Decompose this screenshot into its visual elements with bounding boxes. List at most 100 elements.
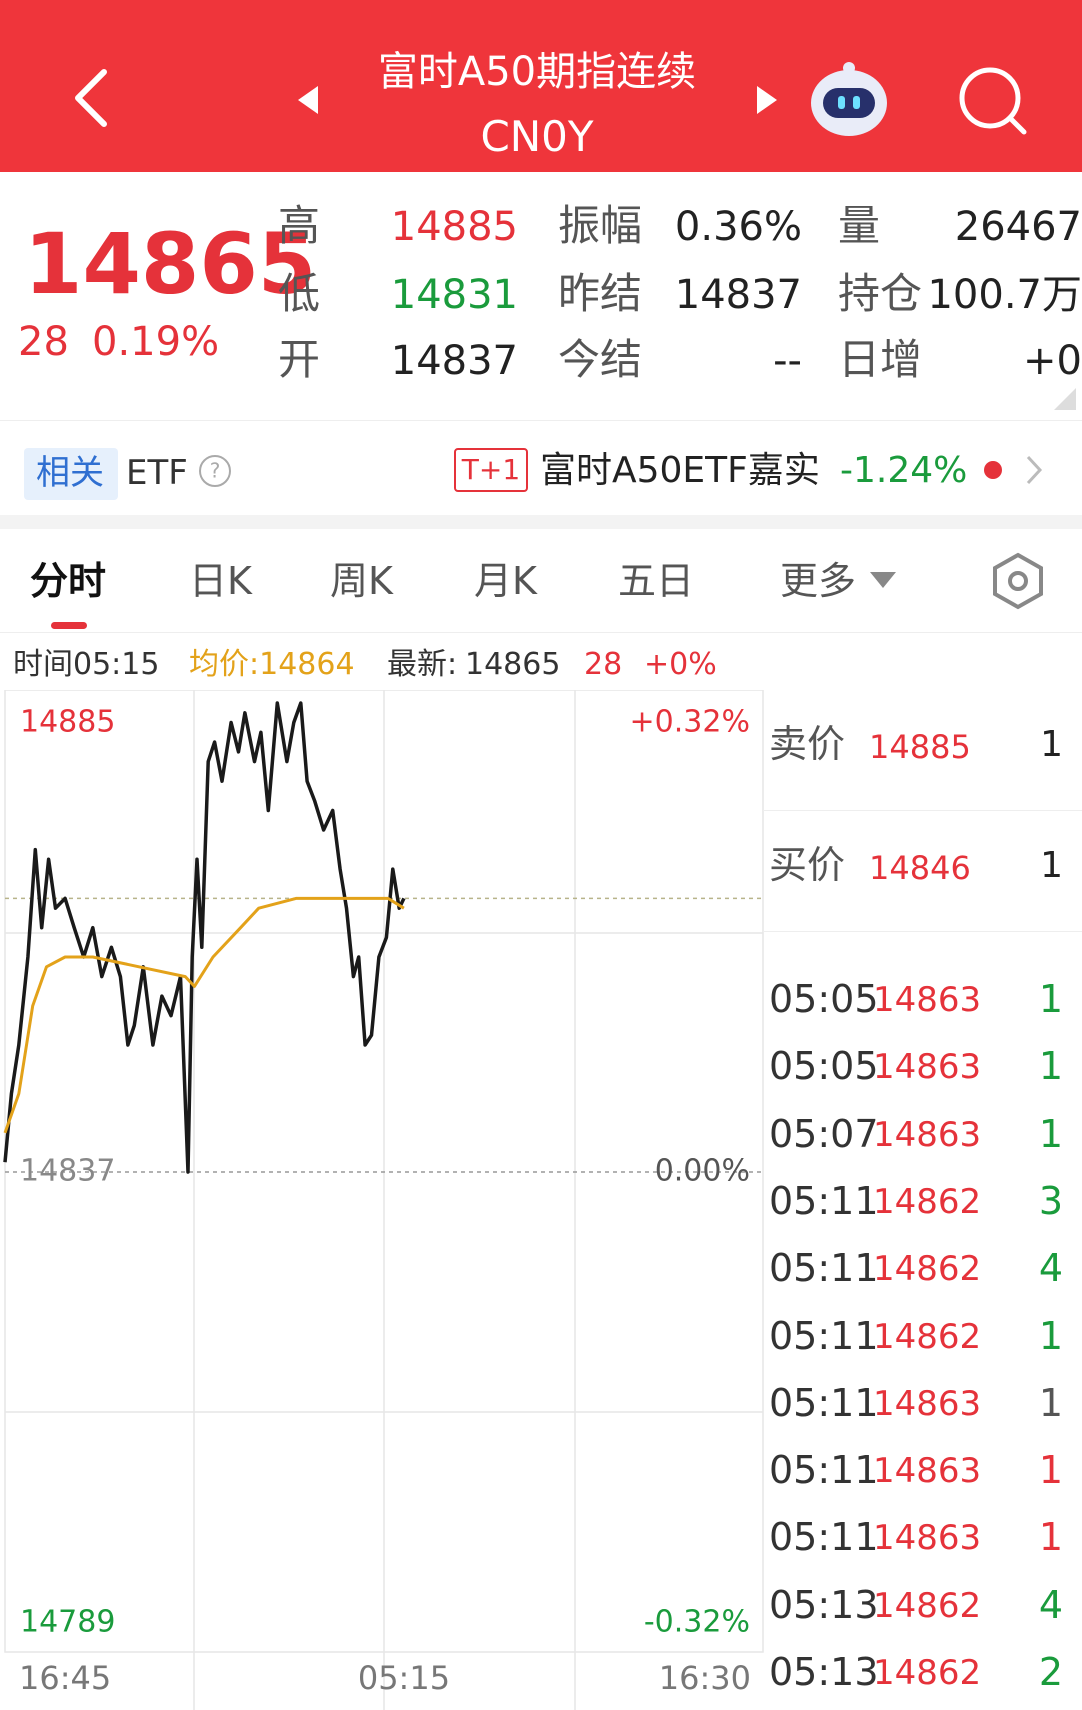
- frame: [4, 690, 764, 1710]
- stat-label: 日增: [838, 335, 923, 384]
- book-vol: 1: [1040, 845, 1063, 886]
- trade-price: 14863: [873, 1383, 982, 1424]
- tab[interactable]: 更多: [780, 559, 857, 603]
- trade-vol: 1: [1038, 1448, 1063, 1493]
- etf-change: -1.24%: [840, 450, 968, 491]
- stat-value: 26467: [954, 204, 1082, 250]
- book-label: 买价: [769, 843, 846, 887]
- last-price: 14865: [24, 215, 317, 313]
- change-pct: 0.19%: [92, 319, 220, 365]
- title: 富时A50期指连续: [377, 49, 697, 95]
- stat-label: 持仓: [838, 269, 923, 318]
- info-change-pct: +0%: [644, 647, 717, 682]
- help-icon[interactable]: ?: [198, 454, 232, 488]
- etf-label: ETF: [126, 453, 188, 493]
- y-tick-label: 14885: [20, 705, 115, 740]
- change: 28: [18, 319, 69, 365]
- tab-indicator: [51, 622, 87, 629]
- trade-time: 05:11: [769, 1380, 879, 1425]
- stat-label: 量: [838, 201, 881, 250]
- trade-time: 05:13: [769, 1582, 879, 1627]
- etf-name[interactable]: 富时A50ETF嘉实: [540, 450, 820, 491]
- trade-time: 05:11: [769, 1178, 879, 1223]
- stat-label: 开: [278, 335, 321, 384]
- trade-price: 14862: [873, 1585, 982, 1626]
- trade-price: 14862: [873, 1181, 982, 1222]
- separator: [0, 515, 1082, 529]
- search-button[interactable]: [959, 67, 1027, 135]
- stat-label: 振幅: [558, 201, 643, 250]
- tab[interactable]: 月K: [474, 559, 537, 603]
- y-tick-label: 14837: [20, 1154, 115, 1189]
- tab[interactable]: 日K: [189, 559, 252, 603]
- header: 富时A50期指连续 CN0Y: [0, 0, 1082, 172]
- trade-price: 14863: [873, 1114, 982, 1155]
- trade-vol: 4: [1038, 1582, 1063, 1627]
- code: CN0Y: [480, 112, 594, 161]
- book-price: 14885: [869, 728, 971, 766]
- back-button[interactable]: [75, 69, 107, 127]
- trade-time: 05:13: [769, 1650, 879, 1694]
- stat-value: 14831: [390, 272, 518, 318]
- series-line: [3, 896, 405, 1134]
- trade-price: 14862: [873, 1249, 982, 1290]
- x-tick-label: 16:30: [659, 1659, 751, 1697]
- stat-value: 14837: [390, 338, 518, 384]
- book-label: 卖价: [769, 722, 846, 766]
- y2-tick-label: -0.32%: [644, 1605, 750, 1640]
- y2-tick-label: 0.00%: [655, 1154, 750, 1189]
- badge: T+1: [461, 453, 521, 486]
- etf-arrow[interactable]: [980, 445, 1060, 495]
- stat-label: 低: [278, 269, 321, 318]
- tab[interactable]: 周K: [330, 559, 393, 603]
- tab[interactable]: 五日: [618, 559, 695, 603]
- tab[interactable]: 分时: [30, 559, 107, 603]
- stat-label: 高: [278, 201, 321, 250]
- stat-value: +0: [1023, 338, 1082, 384]
- stat-value: 0.36%: [674, 204, 802, 250]
- badge-box: [454, 448, 528, 492]
- trade-price: 14863: [873, 1047, 982, 1088]
- trade-price: 14863: [873, 1518, 982, 1559]
- corner-mark: [1054, 388, 1076, 410]
- trade-vol: 4: [1038, 1246, 1063, 1291]
- trade-price: 14862: [873, 1653, 982, 1693]
- info-latest: 14865: [465, 647, 561, 682]
- book-divider: [763, 931, 1082, 932]
- trade-time: 05:05: [769, 1044, 879, 1089]
- intraday-chart: 14885 14837 14789 +0.32% 0.00% -0.32% 16:45 05:…: [3, 690, 764, 1710]
- info-latest-label: 最新:: [387, 647, 458, 682]
- trade-vol: 1: [1038, 1380, 1063, 1425]
- trade-vol: 1: [1038, 977, 1063, 1021]
- trade-price: 14863: [873, 980, 982, 1020]
- assistant-icon[interactable]: [811, 62, 887, 136]
- trade-vol: 2: [1038, 1650, 1063, 1694]
- trade-time: 05:07: [769, 1111, 879, 1156]
- trade-time: 05:11: [769, 1448, 879, 1493]
- svg-text:?: ?: [210, 459, 221, 483]
- trade-time: 05:11: [769, 1313, 879, 1358]
- prev-button[interactable]: [298, 86, 318, 114]
- book-vol: 1: [1040, 724, 1063, 765]
- header-icons: [75, 62, 1027, 136]
- trade-vol: 3: [1038, 1178, 1063, 1223]
- y-tick-label: 14789: [20, 1605, 115, 1640]
- stat-value: --: [773, 338, 802, 384]
- book-divider: [763, 810, 1082, 811]
- trade-time: 05:11: [769, 1515, 879, 1560]
- trade-vol: 1: [1038, 1515, 1063, 1560]
- book-price: 14846: [869, 849, 971, 887]
- etf-tag: 相关: [36, 453, 104, 493]
- trade-price: 14863: [873, 1451, 982, 1492]
- stat-label: 昨结: [558, 269, 643, 318]
- etf-tag-bg: [24, 448, 118, 500]
- divider: [0, 420, 1082, 421]
- next-button[interactable]: [757, 86, 777, 114]
- trade-price: 14862: [873, 1316, 982, 1357]
- stat-value: 14837: [674, 272, 802, 318]
- more-caret: [870, 572, 896, 588]
- trade-list: 05:05 14863 1 05:05 14863 1 05:07 14863 1 05:11 14…: [763, 933, 1082, 1710]
- trade-vol: 1: [1038, 1111, 1063, 1156]
- stat-value: 14885: [390, 204, 518, 250]
- settings-button[interactable]: [988, 551, 1048, 611]
